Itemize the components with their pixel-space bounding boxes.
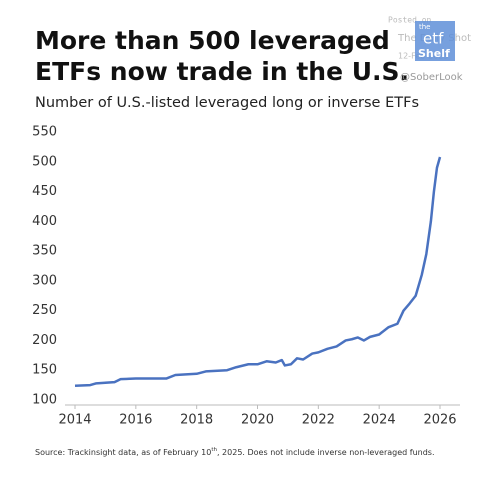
source-part: , 2025. Does not include inverse non-lev… (217, 448, 435, 457)
logo-box (415, 21, 455, 61)
y-tick-label: 350 (32, 244, 57, 259)
chart-subtitle: Number of U.S.-listed leveraged long or … (35, 95, 419, 111)
chart-title: ETFs now trade in the U.S. (35, 57, 409, 86)
y-tick-label: 250 (32, 303, 57, 318)
x-tick-label: 2024 (363, 413, 396, 428)
chart-title: More than 500 leveraged (35, 26, 390, 55)
y-tick-label: 500 (32, 154, 57, 169)
x-tick-label: 2026 (423, 413, 456, 428)
data-line (74, 156, 442, 387)
y-tick-label: 400 (32, 214, 57, 229)
x-tick-label: 2018 (180, 413, 213, 428)
x-tick-label: 2016 (119, 413, 152, 428)
source-part: th (211, 447, 217, 453)
x-tick-label: 2020 (241, 413, 274, 428)
x-tick-label: 2014 (58, 413, 91, 428)
y-tick-label: 450 (32, 184, 57, 199)
source-note: Source: Trackinsight data, as of Februar… (35, 447, 435, 457)
logo-text: etf (423, 30, 444, 48)
watermark: Posted on (388, 16, 432, 25)
y-tick-label: 300 (32, 273, 57, 288)
y-tick-label: 200 (32, 333, 57, 348)
source-part: Source: Trackinsight data, as of Februar… (35, 448, 211, 457)
y-tick-label: 150 (32, 363, 57, 378)
x-tick-label: 2022 (302, 413, 335, 428)
logo-text: the (419, 23, 431, 31)
y-tick-label: 550 (32, 125, 57, 140)
logo-text: Shelf (418, 47, 450, 60)
y-tick-label: 100 (32, 393, 57, 408)
watermark: @SoberLook (400, 72, 463, 83)
